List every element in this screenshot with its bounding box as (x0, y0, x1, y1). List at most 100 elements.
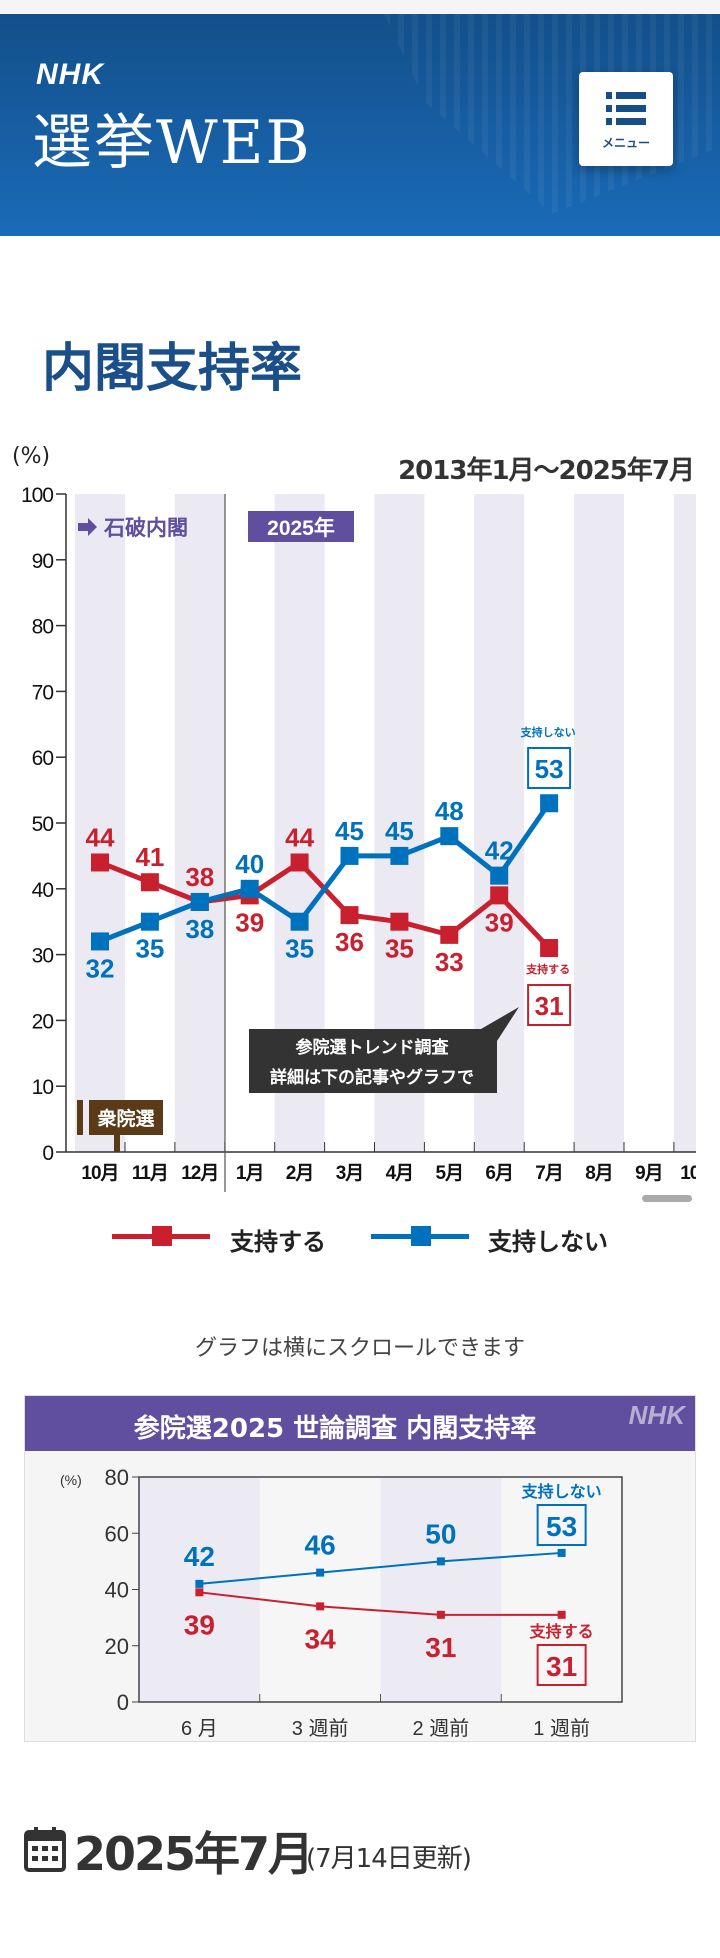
series-line-nonsupport (199, 1551, 562, 1585)
x-tick-label: 10月 (680, 1163, 717, 1184)
x-tick-label: 7月 (535, 1163, 563, 1184)
final-value-box (536, 1504, 587, 1546)
month-band (174, 494, 225, 1152)
data-label: 46 (305, 1530, 336, 1561)
y-tick-label: 60 (32, 747, 54, 770)
card-header: 参院選2025 世論調査 内閣支持率 NHK (25, 1396, 695, 1451)
chart-horizontal-scrollbar[interactable] (642, 1195, 692, 1202)
data-marker (490, 886, 509, 905)
data-label: 31 (535, 991, 564, 1021)
data-label: 45 (385, 816, 414, 846)
data-marker (316, 1568, 325, 1577)
data-label: 45 (335, 816, 364, 846)
menu-button[interactable]: メニュー (579, 72, 673, 166)
series-line-support (199, 1591, 562, 1616)
data-label: 44 (86, 822, 115, 852)
data-label: 31 (546, 1651, 577, 1682)
legend-label: 支持しない (488, 1228, 608, 1256)
x-tick-label: 3 週前 (292, 1717, 349, 1740)
final-series-label: 支持しない (521, 1482, 602, 1501)
election-sign (89, 1100, 163, 1135)
legend-label: 支持する (230, 1228, 326, 1256)
data-marker (240, 879, 259, 898)
month-band (574, 494, 624, 1152)
data-label: 31 (425, 1632, 456, 1663)
election-sign-post (77, 1100, 83, 1135)
x-tick-label: 10月 (81, 1163, 118, 1184)
data-label: 53 (535, 754, 564, 784)
y-tick-label: 40 (105, 1578, 129, 1603)
data-marker (91, 932, 109, 951)
data-label: 35 (285, 934, 314, 964)
browser-top-strip (0, 0, 720, 14)
y-tick-label: 70 (32, 681, 54, 704)
data-marker (290, 853, 309, 872)
approval-trend-chart[interactable]: 10月 11月 12月 1月 2月 3月 4月 5月 6月 7月 8月 9月 10月 44 41 38 39 44… (0, 440, 720, 1220)
data-label: 48 (435, 796, 464, 826)
data-marker (390, 912, 409, 931)
menu-label: メニュー (601, 136, 650, 150)
data-label: 35 (135, 934, 164, 964)
x-tick-label: 5月 (436, 1163, 464, 1184)
y-tick-label: 20 (105, 1634, 129, 1659)
nhk-logo[interactable]: NHK (36, 58, 104, 91)
x-tick-label: 6月 (485, 1163, 513, 1184)
data-marker (440, 827, 459, 846)
data-label: 33 (435, 947, 464, 977)
list-menu-icon (606, 92, 646, 126)
x-tick-label: 2 週前 (413, 1717, 470, 1740)
y-tick-label: 60 (105, 1521, 129, 1546)
y-axis-unit: (%) (12, 444, 51, 469)
data-marker (316, 1602, 325, 1611)
data-marker (91, 853, 109, 872)
x-tick-label: 3月 (336, 1163, 364, 1184)
final-series-label: 支持する (525, 962, 570, 976)
data-marker (140, 873, 159, 892)
category-band (380, 1477, 502, 1702)
data-label: 36 (335, 927, 364, 957)
y-tick-label: 20 (32, 1010, 54, 1033)
data-label: 34 (305, 1623, 337, 1654)
election-sign-label: 衆院選 (97, 1107, 154, 1130)
y-tick-label: 80 (32, 616, 54, 639)
year-badge-label: 2025年 (267, 516, 335, 540)
data-marker (390, 846, 409, 865)
legend-support: 支持する (112, 1222, 332, 1256)
calendar-icon (24, 1827, 66, 1872)
y-tick-label: 100 (21, 484, 53, 507)
data-marker (540, 939, 559, 958)
scroll-hint: グラフは横にスクロールできます (194, 1336, 525, 1361)
site-title-logo[interactable]: 選挙WEB (32, 108, 312, 178)
category-band (259, 1477, 381, 1702)
data-marker (340, 906, 359, 925)
data-marker (340, 846, 359, 865)
data-marker (490, 866, 509, 885)
x-tick-label: 11月 (132, 1163, 168, 1184)
final-series-label: 支持する (529, 1622, 594, 1641)
update-month: 2025年7月 (74, 1827, 314, 1881)
nhk-watermark-logo: NHK (628, 1400, 685, 1430)
x-tick-label: 2月 (286, 1163, 314, 1184)
y-tick-label: 80 (105, 1465, 129, 1490)
y-tick-label: 90 (32, 550, 54, 573)
x-tick-label: 4月 (386, 1163, 414, 1184)
election-sign-post (114, 1135, 120, 1152)
data-label: 44 (285, 822, 314, 852)
category-band (501, 1477, 622, 1702)
data-marker (436, 1610, 445, 1619)
y-tick-label: 30 (32, 945, 54, 968)
series-line-nonsupport (99, 801, 552, 944)
data-marker (190, 892, 209, 911)
data-marker (436, 1557, 445, 1566)
month-band (673, 494, 696, 1152)
page-title: 内閣支持率 (42, 339, 303, 399)
cabinet-label: 石破内閣 (103, 516, 188, 540)
x-tick-label: 9月 (635, 1163, 663, 1184)
callout-line2: 詳細は下の記事やグラフで (270, 1067, 474, 1087)
data-marker (290, 912, 309, 931)
legend-square-marker (411, 1226, 431, 1246)
x-tick-label: 1 週前 (533, 1717, 590, 1740)
y-tick-label: 0 (42, 1142, 53, 1165)
y-tick-label: 50 (32, 813, 54, 836)
data-label: 32 (86, 953, 115, 983)
